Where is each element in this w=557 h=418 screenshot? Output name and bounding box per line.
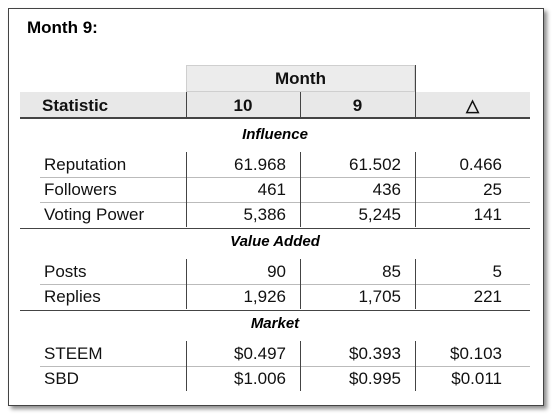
- group-header-bg: [186, 65, 415, 92]
- column-divider: [300, 259, 301, 284]
- row-label: Posts: [44, 262, 87, 281]
- row-rule: [40, 366, 530, 367]
- cell-value: $0.393: [349, 344, 401, 363]
- column-divider: [300, 177, 301, 202]
- column-divider: [415, 202, 416, 227]
- row-label: STEEM: [44, 344, 103, 363]
- cell-value: 61.968: [234, 155, 286, 174]
- column-divider: [415, 341, 416, 366]
- cell-value: 436: [372, 180, 401, 199]
- cell-value: 85: [382, 262, 401, 281]
- cell-value: 461: [257, 180, 286, 199]
- column-divider: [300, 202, 301, 227]
- row-label: Voting Power: [44, 205, 145, 224]
- cell-value: 221: [473, 287, 502, 306]
- row-rule: [40, 202, 530, 203]
- column-divider: [186, 202, 187, 227]
- cell-value: 90: [267, 262, 286, 281]
- section-title: Market: [250, 315, 300, 332]
- cell-value: 141: [473, 205, 502, 224]
- column-divider: [300, 366, 301, 391]
- row-rule: [40, 284, 530, 285]
- column-divider: [415, 259, 416, 284]
- column-divider: [415, 152, 416, 177]
- column-divider: [300, 341, 301, 366]
- column-divider: [186, 92, 187, 118]
- cell-value: 1,926: [243, 287, 286, 306]
- header-rule: [20, 117, 530, 119]
- column-divider: [300, 152, 301, 177]
- column-header: 9: [352, 96, 363, 115]
- cell-value: 1,705: [358, 287, 401, 306]
- cell-value: $0.103: [450, 344, 502, 363]
- section-rule: [20, 228, 530, 229]
- column-divider: [300, 92, 301, 118]
- column-divider: [415, 284, 416, 309]
- cell-value: 25: [483, 180, 502, 199]
- row-rule: [40, 177, 530, 178]
- cell-value: $0.995: [349, 369, 401, 388]
- row-label: Followers: [44, 180, 117, 199]
- title: Month 9:: [27, 18, 98, 37]
- header-bg: [20, 92, 530, 118]
- column-header: △: [465, 96, 480, 115]
- cell-value: 0.466: [459, 155, 502, 174]
- row-label: Replies: [44, 287, 101, 306]
- row-label: Reputation: [44, 155, 127, 174]
- cell-value: 5,245: [358, 205, 401, 224]
- group-header: Month: [275, 69, 326, 88]
- cell-value: 5,386: [243, 205, 286, 224]
- column-divider: [186, 366, 187, 391]
- cell-value: 61.502: [349, 155, 401, 174]
- cell-value: 5: [492, 262, 502, 281]
- column-divider: [415, 65, 416, 118]
- column-divider: [186, 177, 187, 202]
- section-title: Value Added: [230, 233, 320, 250]
- column-divider: [186, 284, 187, 309]
- column-divider: [415, 177, 416, 202]
- column-divider: [186, 341, 187, 366]
- column-header: 10: [233, 96, 253, 115]
- section-rule: [20, 310, 530, 311]
- column-divider: [186, 259, 187, 284]
- column-divider: [300, 284, 301, 309]
- column-header: Statistic: [42, 96, 109, 115]
- section-title: Influence: [242, 126, 308, 143]
- column-divider: [186, 152, 187, 177]
- row-label: SBD: [44, 369, 79, 388]
- cell-value: $0.497: [234, 344, 286, 363]
- column-divider: [415, 366, 416, 391]
- cell-value: $1.006: [234, 369, 286, 388]
- cell-value: $0.011: [451, 369, 502, 388]
